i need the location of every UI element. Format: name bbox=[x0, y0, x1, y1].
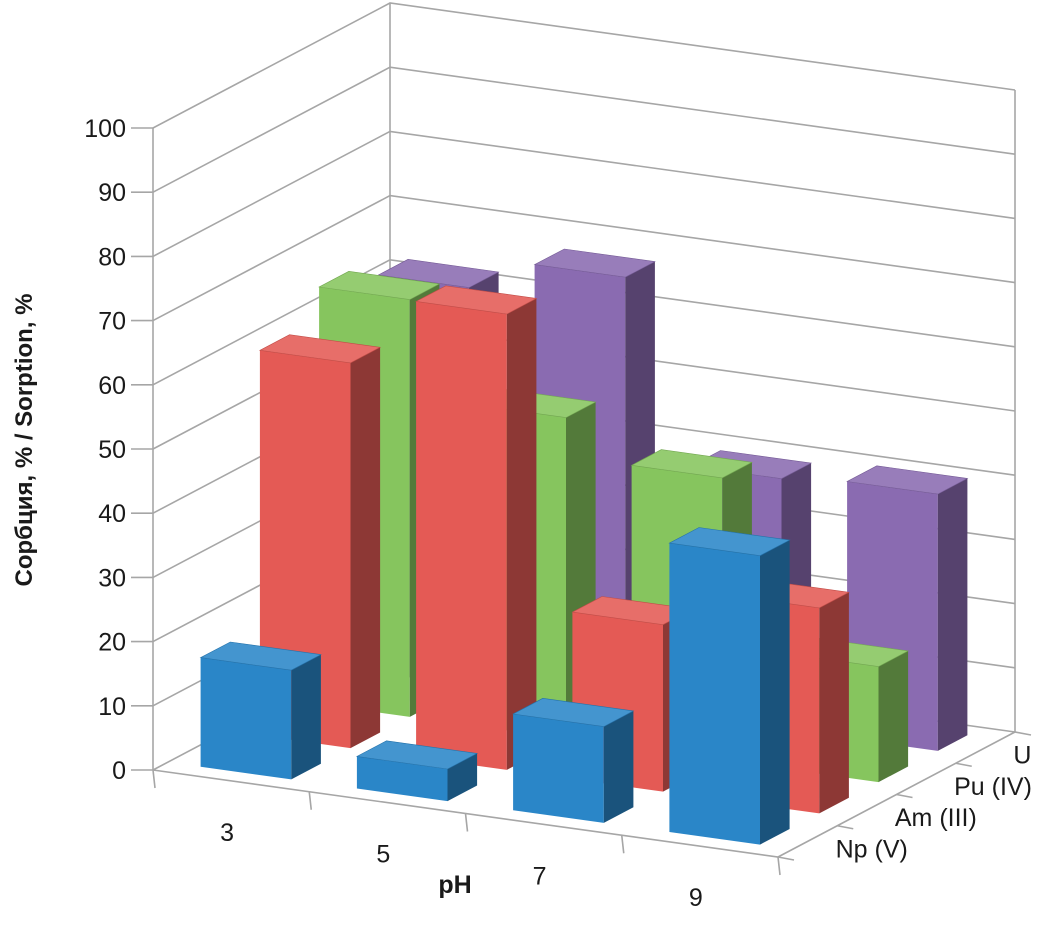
x-tick-mark bbox=[308, 791, 313, 810]
bar-side bbox=[350, 347, 381, 749]
y-tick-label: 20 bbox=[98, 629, 126, 657]
bar-top bbox=[533, 248, 656, 278]
series-label: Np (V) bbox=[836, 835, 908, 863]
bar bbox=[415, 285, 538, 770]
x-tick-mark bbox=[777, 856, 781, 876]
series-label: U (IV) bbox=[1013, 742, 1038, 770]
y-tick-label: 50 bbox=[98, 436, 126, 464]
y-tick-label: 30 bbox=[98, 564, 126, 592]
y-axis-label: Сорбция, % / Sorption, % bbox=[11, 294, 38, 587]
bars-layer bbox=[199, 248, 969, 845]
gridline bbox=[152, 66, 1016, 193]
bar-side bbox=[506, 298, 537, 770]
bar-top bbox=[668, 527, 791, 557]
category-label: 3 bbox=[220, 819, 234, 847]
category-label: 7 bbox=[533, 862, 547, 890]
depth-tick-mark bbox=[955, 762, 972, 768]
series-label: Pu (IV) bbox=[954, 773, 1032, 801]
depth-tick-mark bbox=[837, 824, 854, 830]
x-tick-mark bbox=[620, 835, 625, 854]
category-label: 5 bbox=[376, 841, 390, 869]
x-tick-mark bbox=[464, 813, 469, 832]
category-label: 9 bbox=[689, 884, 703, 912]
bar-side bbox=[937, 478, 968, 751]
bar-top bbox=[377, 258, 500, 288]
bar-top bbox=[846, 465, 969, 495]
y-tick-label: 0 bbox=[112, 757, 126, 785]
gridline bbox=[152, 130, 1016, 258]
depth-tick-mark bbox=[1014, 731, 1032, 736]
bar-top bbox=[512, 697, 635, 727]
gridline bbox=[152, 2, 1016, 129]
bar-top bbox=[415, 285, 538, 315]
x-axis-label: pH bbox=[438, 871, 471, 899]
bar-front bbox=[259, 350, 351, 749]
bar-side bbox=[819, 592, 849, 814]
bar-top bbox=[318, 270, 441, 300]
y-tick-label: 80 bbox=[98, 243, 126, 271]
y-tick-label: 60 bbox=[98, 372, 126, 400]
bar bbox=[199, 641, 322, 780]
y-tick-label: 100 bbox=[84, 115, 126, 143]
bar bbox=[668, 527, 791, 845]
depth-tick-mark bbox=[777, 856, 795, 861]
y-tick-label: 70 bbox=[98, 308, 126, 336]
bar-top bbox=[258, 334, 382, 364]
bar-top bbox=[199, 641, 322, 671]
bar-top bbox=[630, 449, 753, 479]
bar bbox=[355, 740, 479, 802]
bar-front bbox=[200, 657, 292, 780]
bar-side bbox=[878, 650, 909, 783]
y-tick-label: 40 bbox=[98, 500, 126, 528]
labels-layer: pH Сорбция, % / Sorption, % 0 10 20 30 40 50 6… bbox=[11, 115, 1038, 912]
y-tick-label: 10 bbox=[98, 693, 126, 721]
bar-front bbox=[669, 543, 760, 845]
y-tick-label: 90 bbox=[98, 179, 126, 207]
bar-side bbox=[291, 654, 321, 780]
bar-front bbox=[513, 714, 604, 823]
series-label: Am (III) bbox=[895, 804, 977, 832]
bar bbox=[512, 697, 635, 823]
bar-side bbox=[603, 710, 634, 823]
bar-side bbox=[760, 540, 790, 845]
bar-top bbox=[355, 740, 479, 770]
bar-front bbox=[416, 301, 507, 770]
bar bbox=[258, 334, 382, 749]
bar-front bbox=[356, 756, 448, 802]
depth-tick-mark bbox=[896, 793, 913, 799]
x-tick-mark bbox=[152, 769, 156, 789]
